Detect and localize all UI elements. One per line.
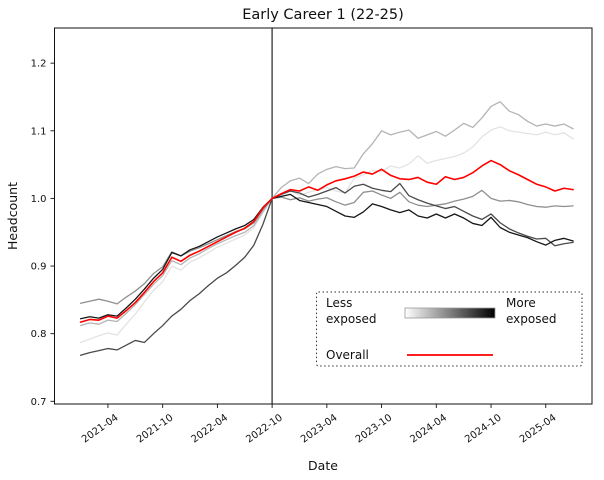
legend-less-label-line-1: Less [326,296,352,310]
y-axis-label: Headcount [5,182,20,250]
series-line-exposure-quintile-1-least-exposed [79,126,574,344]
y-tick-label-0.9: 0.9 [31,262,47,273]
x-tick-label-2024-04: 2024-04 [408,412,449,445]
x-tick-label-2024-10: 2024-10 [463,412,504,445]
x-tick-label-2023-10: 2023-10 [354,412,395,445]
legend-overall-label: Overall [326,348,369,362]
x-axis-label: Date [308,458,338,473]
y-tick-label-1.0: 1.0 [31,194,47,205]
series-group [79,101,574,356]
series-line-exposure-quintile-3 [79,189,574,305]
x-ticks-group: 2021-04 2021-10 2022-04 2022-10 2023-04 2023-… [80,404,559,445]
series-line-exposure-quintile-5-most-exposed [79,193,574,320]
legend-box [316,291,583,367]
series-line-exposure-quintile-2 [79,101,574,327]
x-tick-label-2025-04: 2025-04 [518,412,559,445]
legend: Less exposed More exposed Overall [316,291,583,367]
legend-less-label-line-2: exposed [326,312,376,326]
y-tick-label-0.8: 0.8 [31,329,47,340]
chart-title: Early Career 1 (22-25) [242,7,404,23]
plot-frame [54,27,593,405]
y-tick-label-1.1: 1.1 [31,126,47,137]
x-tick-label-2022-10: 2022-10 [244,412,285,445]
legend-exposure-gradient-bar [404,307,496,319]
x-tick-label-2021-04: 2021-04 [80,412,121,445]
legend-more-label-line-1: More [506,296,536,310]
x-tick-label-2021-10: 2021-10 [135,412,176,445]
y-tick-label-0.7: 0.7 [31,397,47,408]
x-tick-label-2023-04: 2023-04 [299,412,340,445]
y-ticks-group: 0.7 0.8 0.9 1.0 1.1 1.2 [31,59,55,408]
y-tick-label-1.2: 1.2 [31,59,47,70]
legend-more-label-line-2: exposed [506,312,556,326]
x-tick-label-2022-04: 2022-04 [190,412,231,445]
series-line-exposure-quintile-4 [79,182,574,356]
series-line-overall [79,159,574,323]
